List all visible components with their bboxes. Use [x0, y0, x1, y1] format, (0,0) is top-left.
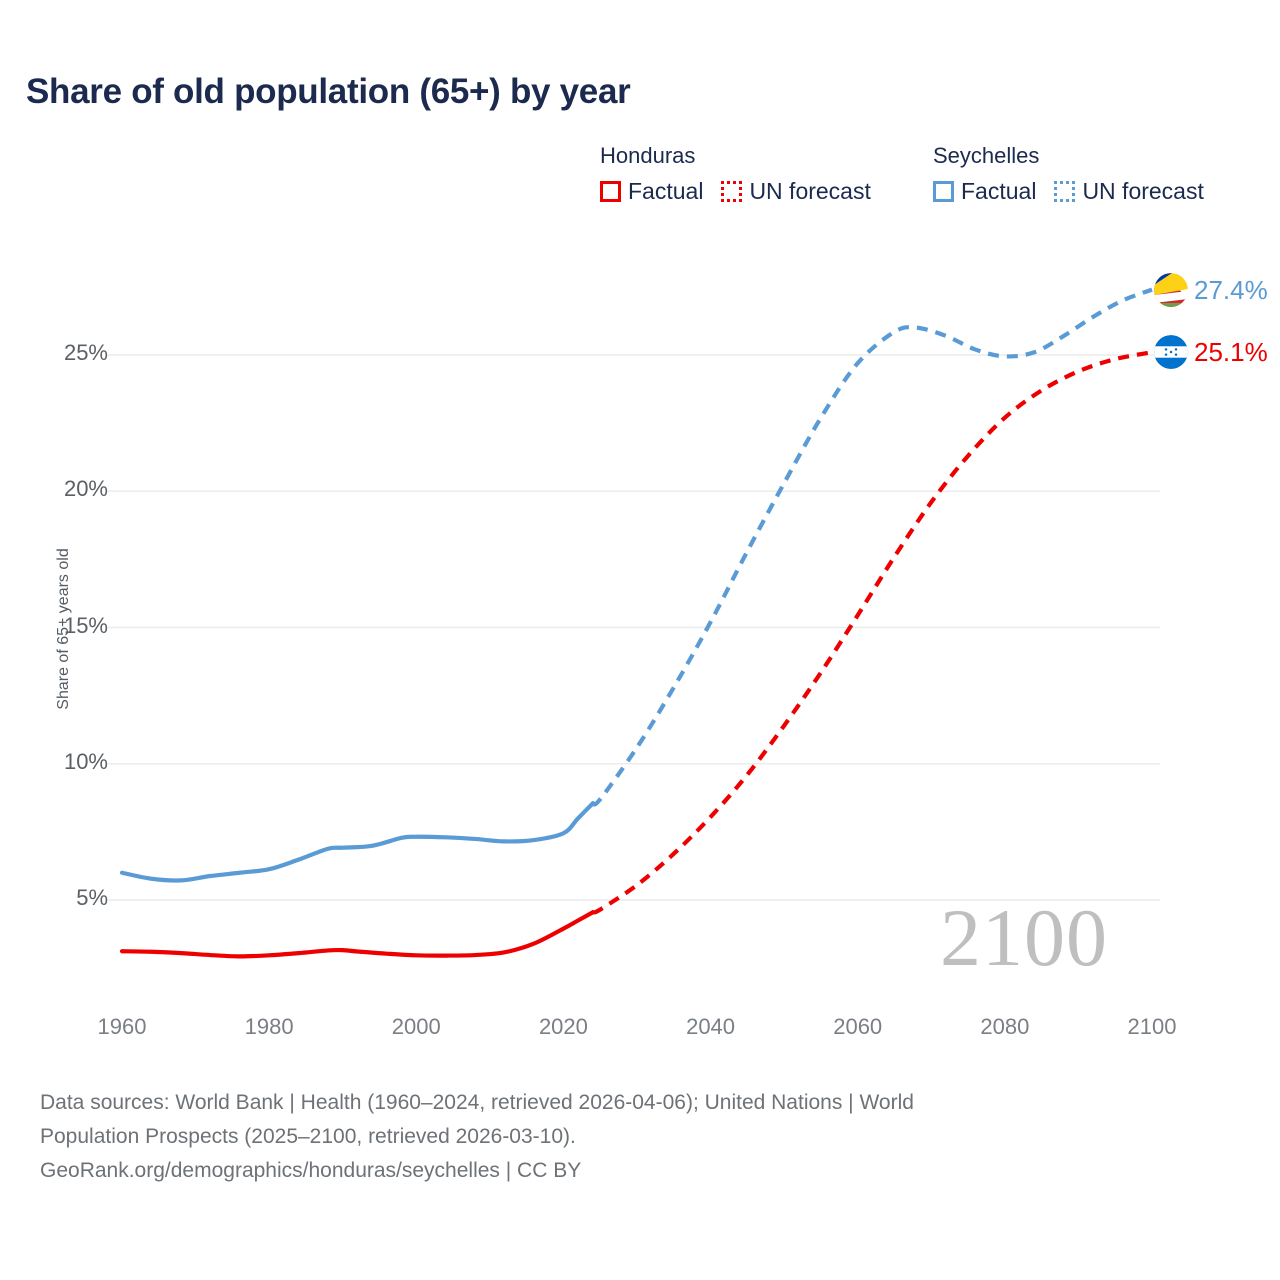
x-tick-label: 2060 [833, 1014, 883, 1039]
series-line-factual-seychelles [119, 801, 595, 883]
legend-label-seychelles-forecast: UN forecast [1082, 178, 1204, 204]
year-watermark: 2100 [940, 892, 1108, 983]
chart-canvas [108, 287, 1160, 959]
x-tick-label: 2020 [538, 1014, 588, 1039]
x-tick-label: 2100 [1127, 1014, 1177, 1039]
seychelles-flag-icon [1154, 272, 1188, 307]
legend-label-honduras-forecast: UN forecast [749, 178, 871, 204]
page-title: Share of old population (65+) by year [26, 72, 631, 111]
y-tick-label: 25% [63, 340, 108, 365]
gridlines [108, 354, 1160, 901]
honduras-flag-icon [1154, 335, 1188, 370]
end-label-value-honduras: 25.1% [1194, 337, 1268, 368]
y-axis-ticks: 5% 10% 15% 20% 25% [0, 0, 108, 1060]
footer-line-2: Population Prospects (2025–2100, retriev… [40, 1125, 576, 1148]
legend-item-honduras-factual[interactable]: Factual [600, 178, 703, 205]
series-line-forecast-honduras [592, 350, 1153, 915]
footer-line-3[interactable]: GeoRank.org/demographics/honduras/seyche… [40, 1159, 582, 1182]
legend-label-honduras-factual: Factual [628, 178, 704, 204]
y-tick-label: 15% [63, 612, 108, 638]
legend-group-honduras: Honduras Factual UN forecast [600, 143, 871, 205]
legend-item-seychelles-factual[interactable]: Factual [933, 178, 1036, 205]
legend-swatch-dotted-blue-icon [1054, 181, 1076, 202]
footer-sources: Data sources: World Bank | Health (1960–… [40, 1086, 1220, 1188]
x-tick-label: 2040 [686, 1014, 736, 1039]
y-tick-label: 20% [63, 476, 108, 502]
legend-group-seychelles: Seychelles Factual UN forecast [933, 143, 1204, 205]
y-tick-label: 10% [63, 748, 108, 774]
legend-item-honduras-forecast[interactable]: UN forecast [721, 178, 871, 205]
legend-country-seychelles: Seychelles [933, 143, 1040, 168]
end-label-value-seychelles: 27.4% [1194, 274, 1268, 305]
legend-swatch-dotted-red-icon [721, 181, 743, 202]
legend-country-honduras: Honduras [600, 143, 696, 168]
plot-area: Share of 65+ years old 5% 10% 15% 20% 25% 19… [0, 0, 1268, 1060]
footer-line-1: Data sources: World Bank | Health (1960–… [40, 1091, 914, 1114]
chart-legend: Honduras Factual UN forecast Seychelles … [600, 143, 1260, 223]
x-tick-label: 1960 [97, 1014, 147, 1039]
legend-swatch-solid-blue-icon [933, 181, 954, 202]
y-tick-label: 5% [76, 885, 108, 910]
series-lines [119, 287, 1153, 959]
x-tick-label: 1980 [244, 1014, 294, 1039]
series-line-forecast-seychelles [591, 287, 1153, 807]
series-line-factual-honduras [119, 910, 595, 959]
x-tick-label: 2080 [980, 1014, 1030, 1039]
end-label-seychelles: 27.4% [1154, 272, 1268, 307]
legend-swatch-solid-red-icon [600, 181, 621, 202]
legend-label-seychelles-factual: Factual [961, 178, 1037, 204]
x-tick-label: 2000 [391, 1014, 441, 1039]
end-label-honduras: 25.1% [1154, 335, 1268, 370]
legend-item-seychelles-forecast[interactable]: UN forecast [1054, 178, 1204, 205]
